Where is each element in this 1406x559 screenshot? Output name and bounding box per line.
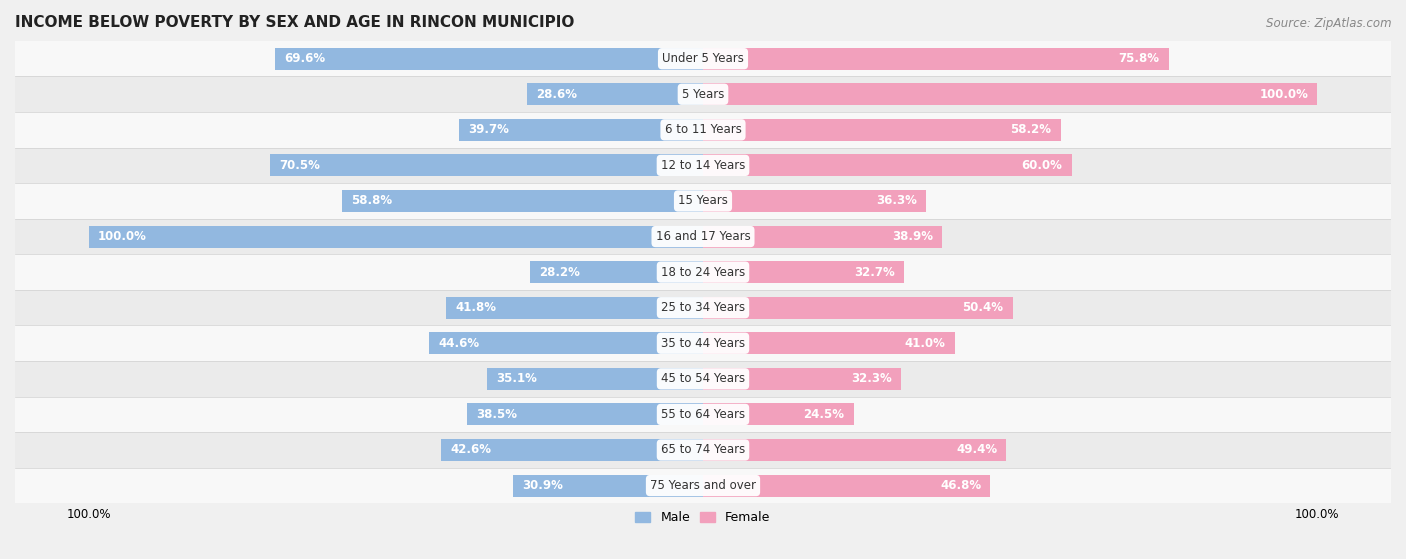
Text: 15 Years: 15 Years xyxy=(678,195,728,207)
Bar xyxy=(89,225,703,248)
Text: 38.9%: 38.9% xyxy=(891,230,932,243)
Bar xyxy=(15,183,1391,219)
Bar xyxy=(15,397,1391,432)
Text: Under 5 Years: Under 5 Years xyxy=(662,52,744,65)
Text: 58.2%: 58.2% xyxy=(1011,124,1052,136)
Bar xyxy=(703,404,853,425)
Bar xyxy=(15,254,1391,290)
Text: 32.3%: 32.3% xyxy=(852,372,893,385)
Text: 100.0%: 100.0% xyxy=(98,230,146,243)
Text: 50.4%: 50.4% xyxy=(962,301,1004,314)
Bar xyxy=(513,475,703,496)
Bar xyxy=(703,225,942,248)
Text: 41.0%: 41.0% xyxy=(905,337,946,350)
Bar xyxy=(703,368,901,390)
Bar xyxy=(15,219,1391,254)
Text: 41.8%: 41.8% xyxy=(456,301,496,314)
Bar xyxy=(15,432,1391,468)
Bar xyxy=(703,475,990,496)
Text: 28.6%: 28.6% xyxy=(537,88,578,101)
Text: 70.5%: 70.5% xyxy=(280,159,321,172)
Text: 38.5%: 38.5% xyxy=(475,408,517,421)
Bar xyxy=(276,48,703,70)
Text: 45 to 54 Years: 45 to 54 Years xyxy=(661,372,745,385)
Bar xyxy=(703,190,927,212)
Bar xyxy=(527,83,703,105)
Text: 65 to 74 Years: 65 to 74 Years xyxy=(661,443,745,457)
Text: 35 to 44 Years: 35 to 44 Years xyxy=(661,337,745,350)
Text: 5 Years: 5 Years xyxy=(682,88,724,101)
Bar xyxy=(15,325,1391,361)
Text: 75 Years and over: 75 Years and over xyxy=(650,479,756,492)
Legend: Male, Female: Male, Female xyxy=(630,506,776,529)
Text: 49.4%: 49.4% xyxy=(956,443,997,457)
Bar xyxy=(342,190,703,212)
Text: 69.6%: 69.6% xyxy=(284,52,326,65)
Text: 36.3%: 36.3% xyxy=(876,195,917,207)
Bar xyxy=(15,41,1391,77)
Text: 16 and 17 Years: 16 and 17 Years xyxy=(655,230,751,243)
Text: 28.2%: 28.2% xyxy=(538,266,579,278)
Bar xyxy=(703,83,1317,105)
Text: Source: ZipAtlas.com: Source: ZipAtlas.com xyxy=(1267,17,1392,30)
Bar xyxy=(703,119,1060,141)
Text: 100.0%: 100.0% xyxy=(1260,88,1308,101)
Text: 39.7%: 39.7% xyxy=(468,124,509,136)
Text: 30.9%: 30.9% xyxy=(523,479,564,492)
Bar xyxy=(15,112,1391,148)
Text: 35.1%: 35.1% xyxy=(496,372,537,385)
Text: 25 to 34 Years: 25 to 34 Years xyxy=(661,301,745,314)
Text: 18 to 24 Years: 18 to 24 Years xyxy=(661,266,745,278)
Bar xyxy=(15,468,1391,503)
Text: 6 to 11 Years: 6 to 11 Years xyxy=(665,124,741,136)
Bar xyxy=(703,154,1071,177)
Text: 46.8%: 46.8% xyxy=(941,479,981,492)
Bar xyxy=(703,48,1168,70)
Bar xyxy=(467,404,703,425)
Bar xyxy=(703,439,1007,461)
Bar xyxy=(488,368,703,390)
Text: 24.5%: 24.5% xyxy=(803,408,844,421)
Bar xyxy=(429,332,703,354)
Text: 55 to 64 Years: 55 to 64 Years xyxy=(661,408,745,421)
Bar xyxy=(270,154,703,177)
Bar xyxy=(15,148,1391,183)
Text: 42.6%: 42.6% xyxy=(450,443,492,457)
Bar xyxy=(15,77,1391,112)
Text: INCOME BELOW POVERTY BY SEX AND AGE IN RINCON MUNICIPIO: INCOME BELOW POVERTY BY SEX AND AGE IN R… xyxy=(15,15,575,30)
Bar xyxy=(446,297,703,319)
Bar xyxy=(15,290,1391,325)
Bar xyxy=(703,332,955,354)
Text: 32.7%: 32.7% xyxy=(853,266,894,278)
Text: 60.0%: 60.0% xyxy=(1022,159,1063,172)
Text: 12 to 14 Years: 12 to 14 Years xyxy=(661,159,745,172)
Text: 75.8%: 75.8% xyxy=(1118,52,1160,65)
Bar xyxy=(460,119,703,141)
Bar xyxy=(530,261,703,283)
Bar xyxy=(703,297,1012,319)
Bar xyxy=(703,261,904,283)
Text: 58.8%: 58.8% xyxy=(352,195,392,207)
Text: 44.6%: 44.6% xyxy=(439,337,479,350)
Bar xyxy=(15,361,1391,397)
Bar xyxy=(441,439,703,461)
